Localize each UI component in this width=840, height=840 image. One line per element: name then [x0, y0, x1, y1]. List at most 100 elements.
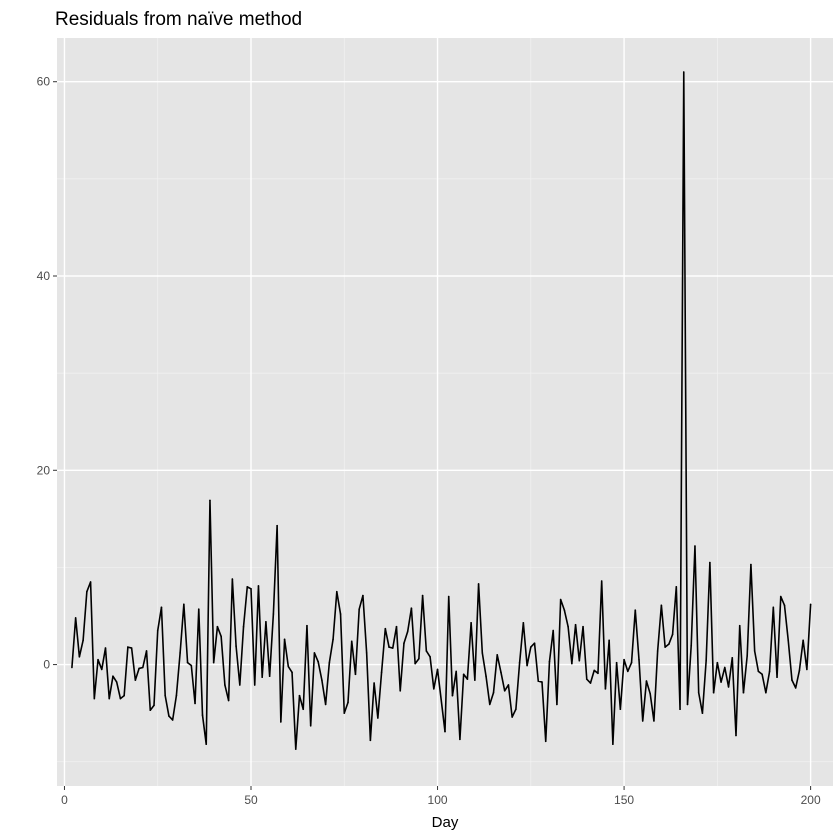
data-point — [100, 668, 103, 671]
data-point — [660, 604, 663, 607]
data-point — [242, 625, 245, 628]
data-point — [653, 720, 655, 722]
data-point — [589, 682, 592, 684]
y-axis: 0 20 40 60 — [37, 75, 57, 672]
data-point — [440, 699, 443, 702]
data-point — [690, 644, 693, 646]
data-point — [600, 580, 603, 582]
data-point — [197, 608, 200, 610]
data-point — [668, 643, 670, 645]
data-point — [697, 691, 700, 694]
data-point — [425, 650, 428, 652]
data-points — [71, 71, 812, 750]
data-point — [511, 716, 513, 718]
data-point — [750, 563, 752, 566]
data-point — [474, 679, 476, 681]
data-point — [761, 673, 763, 676]
x-axis: 0 50 100 150 200 — [61, 786, 821, 807]
data-point — [377, 717, 379, 719]
data-point — [280, 721, 282, 723]
data-point — [503, 690, 506, 692]
x-tick-label: 200 — [801, 793, 821, 807]
data-point — [641, 720, 644, 722]
data-point — [287, 665, 290, 668]
data-point — [123, 694, 125, 697]
data-point — [414, 662, 416, 665]
data-point — [235, 645, 237, 647]
data-point — [776, 676, 778, 678]
data-point — [675, 586, 678, 588]
data-point — [239, 684, 241, 686]
data-point — [630, 661, 633, 664]
data-point — [597, 672, 599, 675]
data-point — [694, 545, 696, 547]
data-point — [313, 652, 316, 654]
data-point — [324, 703, 327, 706]
data-point — [470, 622, 472, 624]
data-point — [332, 638, 334, 641]
data-point — [526, 664, 528, 667]
data-point — [421, 594, 424, 597]
data-point — [231, 578, 234, 580]
data-point — [164, 694, 166, 697]
data-point — [712, 691, 715, 694]
data-point — [552, 629, 554, 632]
data-point — [798, 669, 801, 672]
data-point — [645, 680, 648, 682]
data-point — [418, 657, 420, 660]
data-point — [306, 624, 308, 627]
data-point — [168, 715, 170, 717]
data-point — [488, 703, 491, 706]
data-point — [227, 699, 230, 702]
data-point — [388, 646, 390, 648]
x-tick-label: 0 — [61, 793, 68, 807]
data-point — [779, 595, 782, 598]
data-point — [455, 670, 457, 673]
data-point — [492, 691, 495, 694]
major-gridlines — [57, 38, 833, 786]
data-point — [806, 668, 808, 671]
data-point — [119, 697, 122, 700]
y-tick-label: 60 — [37, 75, 51, 89]
data-point — [130, 647, 133, 649]
data-point — [373, 682, 375, 684]
data-point — [447, 595, 450, 598]
data-point — [679, 708, 681, 711]
data-point — [134, 679, 137, 681]
data-point — [156, 629, 159, 632]
data-point — [403, 642, 405, 644]
data-point — [336, 590, 338, 593]
data-point — [183, 603, 185, 606]
data-point — [518, 661, 521, 664]
data-point — [224, 684, 226, 686]
data-point — [82, 639, 84, 642]
data-point — [257, 585, 260, 587]
y-tick-label: 0 — [43, 658, 50, 672]
data-point — [485, 675, 487, 678]
data-point — [433, 688, 435, 690]
data-point — [619, 708, 622, 711]
data-point — [74, 617, 77, 619]
data-point — [93, 697, 96, 700]
data-point — [253, 684, 256, 686]
data-point — [709, 561, 711, 564]
data-point — [294, 748, 297, 750]
data-point — [593, 669, 596, 672]
data-point — [317, 660, 319, 663]
data-point — [612, 743, 614, 746]
data-point — [347, 701, 349, 704]
x-tick-label: 150 — [614, 793, 634, 807]
data-point — [466, 678, 469, 680]
data-point — [794, 687, 797, 689]
data-point — [369, 739, 372, 742]
data-point — [153, 704, 155, 707]
data-point — [145, 650, 148, 652]
data-point — [291, 671, 293, 674]
data-point — [720, 681, 722, 683]
data-point — [138, 667, 140, 670]
data-point — [638, 658, 640, 661]
data-point — [731, 656, 734, 659]
data-point — [567, 625, 569, 628]
x-tick-label: 50 — [244, 793, 258, 807]
data-point — [429, 656, 431, 658]
